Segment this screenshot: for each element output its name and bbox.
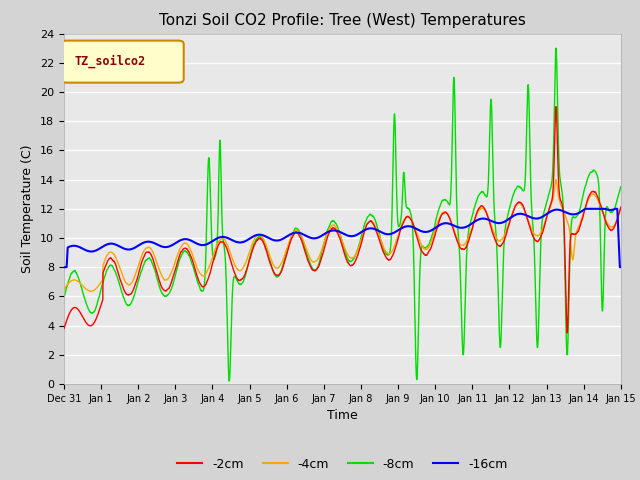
-8cm <box>157 287 164 293</box>
-4cm <box>552 177 560 182</box>
Title: Tonzi Soil CO2 Profile: Tree (West) Temperatures: Tonzi Soil CO2 Profile: Tree (West) Temp… <box>159 13 526 28</box>
-2cm <box>157 281 164 287</box>
-2cm <box>617 204 625 210</box>
-16cm <box>298 231 305 237</box>
-8cm <box>546 187 554 193</box>
-16cm <box>582 206 589 212</box>
-16cm <box>606 207 614 213</box>
-8cm <box>617 184 625 190</box>
-4cm <box>606 224 614 230</box>
-2cm <box>546 204 554 210</box>
-16cm <box>124 247 131 252</box>
-4cm <box>87 288 95 294</box>
-4cm <box>617 206 625 212</box>
-2cm <box>563 330 571 336</box>
-8cm <box>124 302 131 308</box>
-16cm <box>546 209 554 215</box>
-4cm <box>124 281 132 287</box>
-4cm <box>274 265 282 271</box>
-8cm <box>552 45 560 51</box>
-2cm <box>124 292 131 298</box>
-8cm <box>60 294 68 300</box>
Y-axis label: Soil Temperature (C): Soil Temperature (C) <box>22 144 35 273</box>
-4cm <box>60 286 68 292</box>
-4cm <box>298 234 306 240</box>
-8cm <box>274 274 282 280</box>
-8cm <box>298 235 306 241</box>
Legend: -2cm, -4cm, -8cm, -16cm: -2cm, -4cm, -8cm, -16cm <box>172 453 513 476</box>
-2cm <box>60 325 68 331</box>
-2cm <box>606 227 614 233</box>
X-axis label: Time: Time <box>327 409 358 422</box>
-8cm <box>606 209 614 215</box>
-2cm <box>552 104 560 109</box>
-2cm <box>298 238 305 243</box>
FancyBboxPatch shape <box>61 41 184 83</box>
-4cm <box>546 204 554 210</box>
-16cm <box>60 264 68 270</box>
-16cm <box>157 243 164 249</box>
-2cm <box>274 272 282 278</box>
Line: -2cm: -2cm <box>64 107 621 333</box>
Line: -16cm: -16cm <box>64 209 621 267</box>
-4cm <box>157 270 164 276</box>
Line: -4cm: -4cm <box>64 180 621 291</box>
-16cm <box>617 264 625 270</box>
-8cm <box>225 378 233 384</box>
Text: TZ_soilco2: TZ_soilco2 <box>74 54 145 68</box>
Line: -8cm: -8cm <box>64 48 621 381</box>
-16cm <box>274 238 282 243</box>
